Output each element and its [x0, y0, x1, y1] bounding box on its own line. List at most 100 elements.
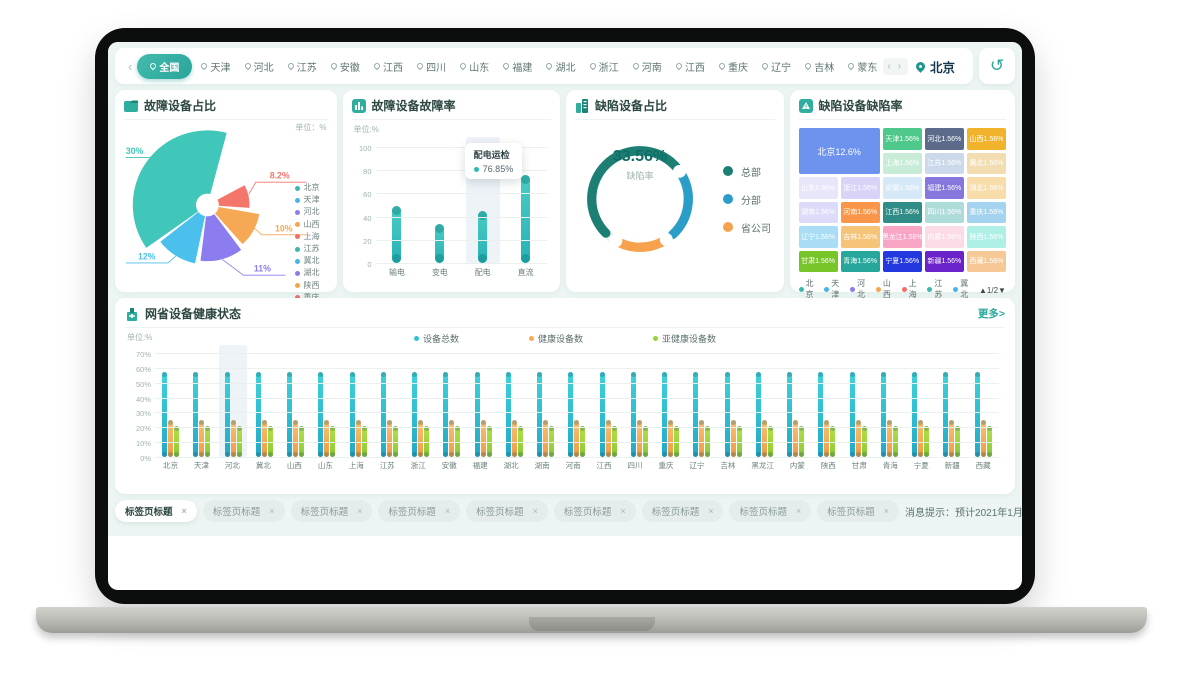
- legend-item-亚健康设备数[interactable]: 亚健康设备数: [653, 332, 716, 345]
- close-icon[interactable]: ×: [532, 506, 538, 516]
- region-tab-蒙东[interactable]: 蒙东: [843, 55, 882, 78]
- footer-tab-5[interactable]: 标签页标题 ×: [466, 500, 548, 522]
- treemap-cell-黑龙江[interactable]: 黑龙江1.56%: [882, 226, 922, 248]
- bar-北京-健康设备数[interactable]: [168, 419, 174, 458]
- bar-安徽-设备总数[interactable]: [443, 372, 449, 457]
- health-more-link[interactable]: 更多>: [977, 308, 1005, 320]
- donut-gauge-svg[interactable]: [575, 134, 705, 264]
- region-tab-辽宁[interactable]: 辽宁: [757, 55, 796, 78]
- bar-青海-设备总数[interactable]: [880, 372, 886, 457]
- bar-新疆-健康设备数[interactable]: [949, 419, 955, 458]
- bar-浙江-设备总数[interactable]: [412, 372, 418, 457]
- bar-甘肃-设备总数[interactable]: [849, 372, 855, 457]
- legend-item-总部[interactable]: 总部: [723, 164, 771, 179]
- treemap-cell-安徽[interactable]: 安徽1.56%: [882, 177, 922, 199]
- region-tab-河北[interactable]: 河北: [240, 55, 279, 78]
- region-tab-全国[interactable]: 全国: [137, 53, 193, 79]
- bar-山东-亚健康设备数[interactable]: [330, 425, 336, 458]
- region-tab-吉林[interactable]: 吉林: [800, 55, 839, 78]
- bar-输电[interactable]: [392, 206, 402, 263]
- bar-冀北-健康设备数[interactable]: [261, 419, 267, 458]
- bar-黑龙江-设备总数[interactable]: [755, 372, 761, 457]
- bar-宁夏-设备总数[interactable]: [912, 372, 918, 457]
- nav-pager-arrows[interactable]: ‹ ›: [882, 57, 908, 75]
- bar-河南-健康设备数[interactable]: [574, 419, 580, 458]
- bar-重庆-设备总数[interactable]: [662, 372, 668, 457]
- treemap-cell-陕西[interactable]: 陕西1.56%: [966, 226, 1006, 248]
- bar-冀北-亚健康设备数[interactable]: [267, 425, 273, 458]
- bar-河南-设备总数[interactable]: [568, 372, 574, 457]
- bar-辽宁-健康设备数[interactable]: [699, 419, 705, 458]
- bar-河北-设备总数[interactable]: [224, 372, 230, 457]
- legend-item-设备总数[interactable]: 设备总数: [413, 332, 459, 345]
- bar-山西-健康设备数[interactable]: [293, 419, 299, 458]
- close-icon[interactable]: ×: [795, 506, 802, 516]
- bar-直流[interactable]: [521, 174, 531, 264]
- region-tab-安徽[interactable]: 安徽: [326, 55, 365, 78]
- treemap-cell-江苏[interactable]: 江苏1.56%: [924, 152, 964, 174]
- legend-item-冀北[interactable]: 冀北: [294, 255, 320, 267]
- close-icon[interactable]: ×: [357, 506, 363, 516]
- treemap-cell-江西[interactable]: 江西1.56%: [882, 201, 922, 223]
- bar-天津-健康设备数[interactable]: [199, 419, 205, 458]
- bar-西藏-设备总数[interactable]: [974, 372, 980, 457]
- bar-内蒙-健康设备数[interactable]: [793, 419, 799, 458]
- bar-青海-亚健康设备数[interactable]: [892, 425, 898, 458]
- legend-item-省公司[interactable]: 省公司: [723, 220, 771, 235]
- bar-宁夏-亚健康设备数[interactable]: [924, 425, 930, 458]
- bar-黑龙江-亚健康设备数[interactable]: [767, 425, 773, 458]
- bar-陕西-设备总数[interactable]: [818, 372, 824, 457]
- bar-江苏-健康设备数[interactable]: [386, 419, 392, 458]
- footer-tab-7[interactable]: 标签页标题 ×: [641, 500, 724, 522]
- bar-四川-设备总数[interactable]: [630, 372, 636, 457]
- legend-item-天津[interactable]: 天津: [294, 194, 320, 206]
- reset-button[interactable]: ↺: [979, 48, 1015, 84]
- bar-甘肃-健康设备数[interactable]: [855, 419, 861, 458]
- legend-item-健康设备数[interactable]: 健康设备数: [528, 332, 583, 345]
- bar-江苏-亚健康设备数[interactable]: [392, 425, 398, 458]
- region-tab-浙江[interactable]: 浙江: [585, 55, 624, 78]
- treemap-cell-北京[interactable]: 北京12.6%: [798, 128, 880, 174]
- legend-item-河北[interactable]: 河北: [294, 206, 320, 218]
- bar-冀北-设备总数[interactable]: [255, 372, 261, 457]
- bar-新疆-亚健康设备数[interactable]: [955, 425, 961, 458]
- treemap-cell-四川[interactable]: 四川1.56%: [924, 201, 964, 223]
- region-tab-四川[interactable]: 四川: [412, 55, 451, 78]
- bar-山西-设备总数[interactable]: [287, 372, 293, 457]
- region-tab-天津[interactable]: 天津: [196, 55, 235, 78]
- rose-pie-svg[interactable]: 30% 12% 11% 10% 8.2%: [124, 126, 320, 284]
- region-tab-山东[interactable]: 山东: [455, 55, 494, 78]
- bar-天津-设备总数[interactable]: [193, 372, 199, 457]
- bar-辽宁-亚健康设备数[interactable]: [705, 425, 711, 458]
- region-tab-湖北[interactable]: 湖北: [541, 55, 580, 78]
- treemap-cell-宁夏[interactable]: 宁夏1.56%: [882, 250, 922, 272]
- bar-吉林-设备总数[interactable]: [724, 372, 730, 457]
- legend-item-河北[interactable]: 河北: [850, 278, 871, 300]
- bar-重庆-健康设备数[interactable]: [668, 419, 674, 458]
- pie-slice-天津[interactable]: [160, 205, 208, 264]
- bar-陕西-亚健康设备数[interactable]: [830, 425, 836, 458]
- bar-湖南-亚健康设备数[interactable]: [549, 425, 555, 458]
- footer-tab-4[interactable]: 标签页标题 ×: [378, 500, 461, 522]
- bar-河南-亚健康设备数[interactable]: [580, 425, 586, 458]
- region-tab-江苏[interactable]: 江苏: [283, 55, 322, 78]
- treemap-cell-山东[interactable]: 山东1.56%: [798, 177, 838, 199]
- legend-item-上海[interactable]: 上海: [294, 231, 320, 243]
- bar-吉林-亚健康设备数[interactable]: [736, 425, 742, 458]
- bar-北京-亚健康设备数[interactable]: [174, 425, 180, 458]
- bar-青海-健康设备数[interactable]: [886, 419, 892, 458]
- bar-湖北-健康设备数[interactable]: [511, 419, 517, 458]
- legend-item-江苏[interactable]: 江苏: [294, 243, 320, 255]
- region-tab-重庆[interactable]: 重庆: [714, 55, 753, 78]
- bar-江西-健康设备数[interactable]: [605, 419, 611, 458]
- bar-江西-亚健康设备数[interactable]: [611, 425, 617, 458]
- bar-变电[interactable]: [435, 223, 445, 264]
- bar-陕西-健康设备数[interactable]: [824, 419, 830, 458]
- footer-tab-6[interactable]: 标签页标题 ×: [553, 500, 636, 522]
- legend-item-陕西[interactable]: 陕西: [294, 280, 320, 292]
- region-tab-江西[interactable]: 江西: [369, 55, 408, 78]
- treemap-cell-内蒙[interactable]: 内蒙1.56%: [924, 226, 964, 248]
- legend-item-冀北[interactable]: 冀北: [953, 278, 974, 300]
- footer-tab-3[interactable]: 标签页标题 ×: [290, 500, 373, 522]
- bar-新疆-设备总数[interactable]: [943, 372, 949, 457]
